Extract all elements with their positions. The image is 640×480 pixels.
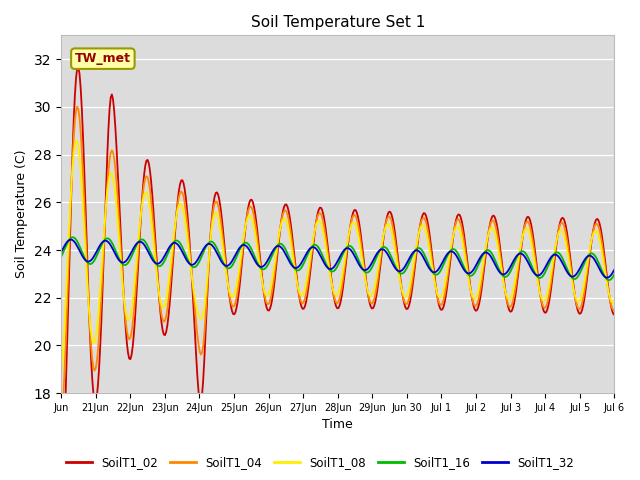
SoilT1_08	[611, 299, 618, 304]
SoilT1_02	[611, 312, 618, 318]
SoilT1_02	[561, 219, 568, 225]
SoilT1_32	[394, 268, 402, 274]
SoilT1_16	[605, 277, 612, 283]
SoilT1_16	[611, 271, 618, 277]
Line: SoilT1_04: SoilT1_04	[61, 107, 614, 423]
SoilT1_32	[611, 267, 618, 273]
Y-axis label: Soil Temperature (C): Soil Temperature (C)	[15, 150, 28, 278]
SoilT1_16	[465, 272, 473, 278]
SoilT1_08	[230, 292, 238, 298]
SoilT1_16	[394, 269, 402, 275]
Line: SoilT1_16: SoilT1_16	[61, 237, 614, 280]
SoilT1_04	[74, 104, 81, 109]
SoilT1_04	[57, 420, 65, 426]
SoilT1_04	[611, 307, 618, 312]
Title: Soil Temperature Set 1: Soil Temperature Set 1	[250, 15, 425, 30]
Line: SoilT1_08: SoilT1_08	[61, 141, 614, 376]
SoilT1_02	[465, 272, 473, 278]
SoilT1_32	[465, 271, 473, 276]
SoilT1_08	[561, 235, 568, 240]
SoilT1_32	[561, 264, 568, 270]
SoilT1_16	[368, 265, 376, 271]
SoilT1_32	[57, 250, 65, 255]
SoilT1_02	[368, 306, 376, 312]
SoilT1_32	[292, 265, 300, 271]
X-axis label: Time: Time	[323, 419, 353, 432]
SoilT1_04	[292, 269, 300, 275]
SoilT1_16	[230, 259, 238, 264]
SoilT1_04	[465, 276, 473, 281]
SoilT1_02	[394, 259, 402, 264]
SoilT1_04	[561, 226, 568, 231]
Text: TW_met: TW_met	[75, 52, 131, 65]
SoilT1_04	[230, 303, 238, 309]
SoilT1_16	[292, 266, 300, 272]
Line: SoilT1_02: SoilT1_02	[61, 67, 614, 477]
SoilT1_16	[57, 254, 65, 260]
SoilT1_02	[57, 474, 65, 480]
SoilT1_32	[604, 275, 611, 280]
SoilT1_02	[230, 312, 238, 317]
SoilT1_08	[292, 272, 300, 277]
SoilT1_08	[368, 293, 376, 299]
SoilT1_08	[394, 268, 402, 274]
Line: SoilT1_32: SoilT1_32	[61, 240, 614, 277]
SoilT1_08	[465, 278, 473, 284]
SoilT1_04	[394, 264, 402, 270]
Legend: SoilT1_02, SoilT1_04, SoilT1_08, SoilT1_16, SoilT1_32: SoilT1_02, SoilT1_04, SoilT1_08, SoilT1_…	[61, 452, 579, 474]
SoilT1_32	[230, 254, 238, 260]
SoilT1_08	[57, 373, 65, 379]
SoilT1_16	[68, 234, 76, 240]
SoilT1_32	[368, 260, 376, 266]
SoilT1_16	[561, 261, 568, 266]
SoilT1_02	[292, 264, 300, 270]
SoilT1_32	[67, 237, 74, 242]
SoilT1_02	[74, 64, 82, 70]
SoilT1_08	[72, 138, 80, 144]
SoilT1_04	[368, 300, 376, 306]
